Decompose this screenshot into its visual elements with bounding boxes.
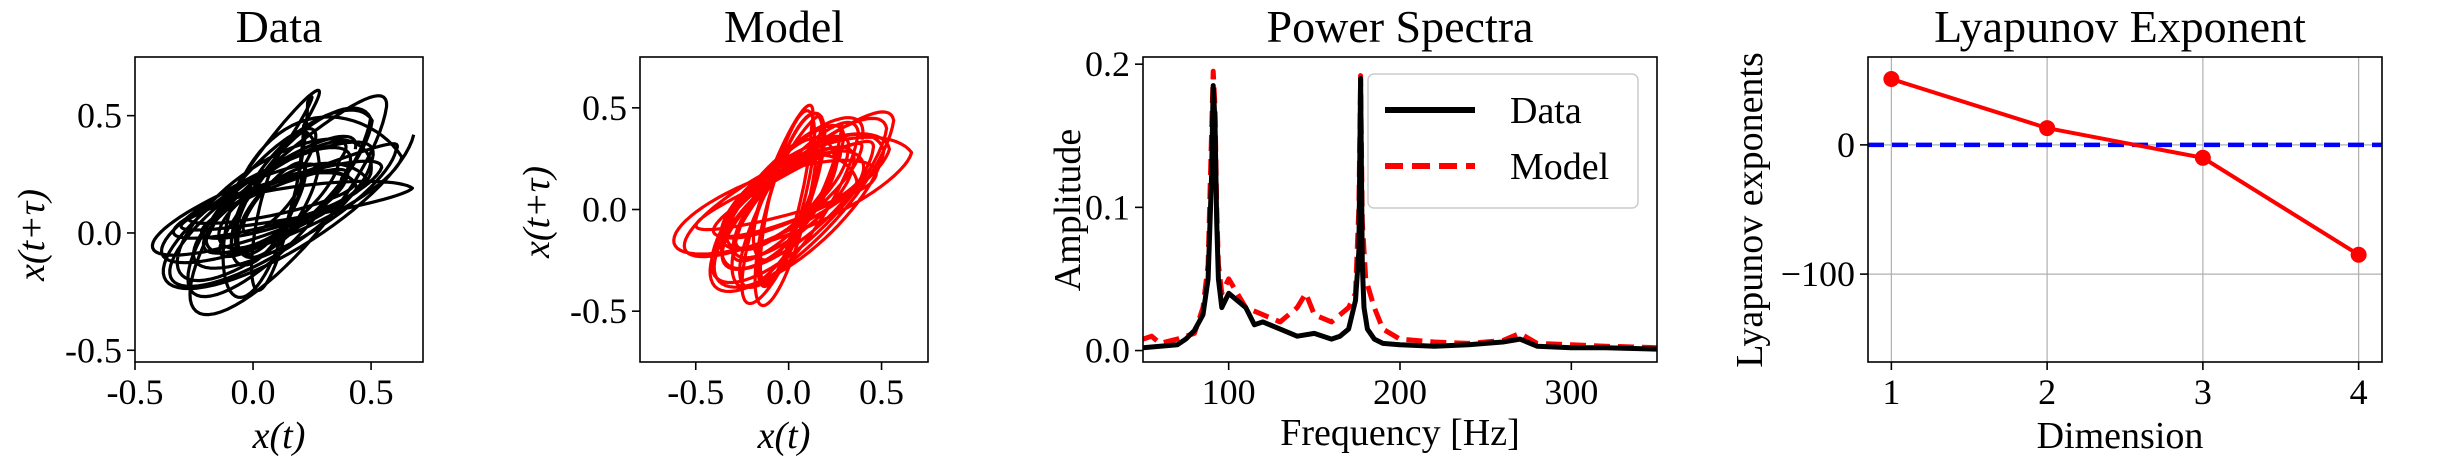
x-tick-label: 200 [1373,372,1427,412]
legend-label-data: Data [1510,90,1582,132]
x-tick-label: 4 [2350,372,2368,412]
series-line-model [672,103,914,308]
legend: Data Model [1367,73,1639,209]
x-tick-label: 3 [2194,372,2212,412]
plot-frame [1867,56,2383,363]
panel-power-spectra: Power Spectra Frequency [Hz] Amplitude 1… [1047,1,1658,454]
y-tick-label: 0.0 [1085,331,1130,371]
panel-title: Data [236,1,323,52]
y-axis-label: Lyapunov exponents [1729,52,1771,368]
plot-frame [639,56,929,363]
y-axis-label: x(t+τ) [11,189,53,282]
x-tick-label: 0.5 [859,372,904,412]
y-tick-label: 0 [1837,125,1855,165]
x-axis-label: x(t) [252,415,306,457]
data-point [2194,149,2211,166]
x-tick-label: 0.5 [349,372,394,412]
y-tick-label: -0.5 [65,330,122,370]
y-axis-label: Amplitude [1047,129,1089,292]
panel-data-phase-portrait: Data x(t) x(t+τ) -0.5 0.0 0.5 -0.5 0.0 0.5 [11,1,424,457]
series-line-data [1143,76,1657,352]
x-tick-label: -0.5 [667,372,724,412]
series-line-data [150,88,416,317]
panel-model-phase-portrait: Model x(t) x(t+τ) -0.5 0.0 0.5 -0.5 0.0 0.5 [516,1,929,457]
x-tick-label: 100 [1202,372,1256,412]
panel-title: Power Spectra [1267,1,1534,52]
series-line-lyapunov [1890,77,2360,257]
x-tick-label: 300 [1544,372,1598,412]
x-axis-label: Dimension [2037,415,2204,457]
x-tick-label: 1 [1882,372,1900,412]
y-tick-label: 0.5 [77,96,122,136]
y-tick-label: −100 [1781,254,1855,294]
x-axis-label: Frequency [Hz] [1280,412,1520,454]
y-tick-label: 0.0 [77,213,122,253]
x-tick-label: 0.0 [766,372,811,412]
y-tick-label: -0.5 [570,291,627,331]
x-tick-label: 0.0 [231,372,276,412]
y-axis-label: x(t+τ) [516,166,558,259]
panel-lyapunov-exponent: Lyapunov Exponent Dimension Lyapunov exp… [1729,1,2383,457]
y-tick-label: 0.0 [582,190,627,230]
x-tick-label: 2 [2038,372,2056,412]
panel-title: Lyapunov Exponent [1934,1,2306,52]
y-tick-label: 0.2 [1085,44,1130,84]
panel-title: Model [724,1,844,52]
legend-label-model: Model [1510,146,1609,188]
data-point [1883,70,1900,87]
data-point [2039,120,2056,137]
y-tick-label: 0.1 [1085,187,1130,227]
plot-frame [134,56,424,363]
x-tick-label: -0.5 [107,372,164,412]
data-point [2350,246,2367,263]
x-axis-label: x(t) [757,415,811,457]
y-tick-label: 0.5 [582,88,627,128]
